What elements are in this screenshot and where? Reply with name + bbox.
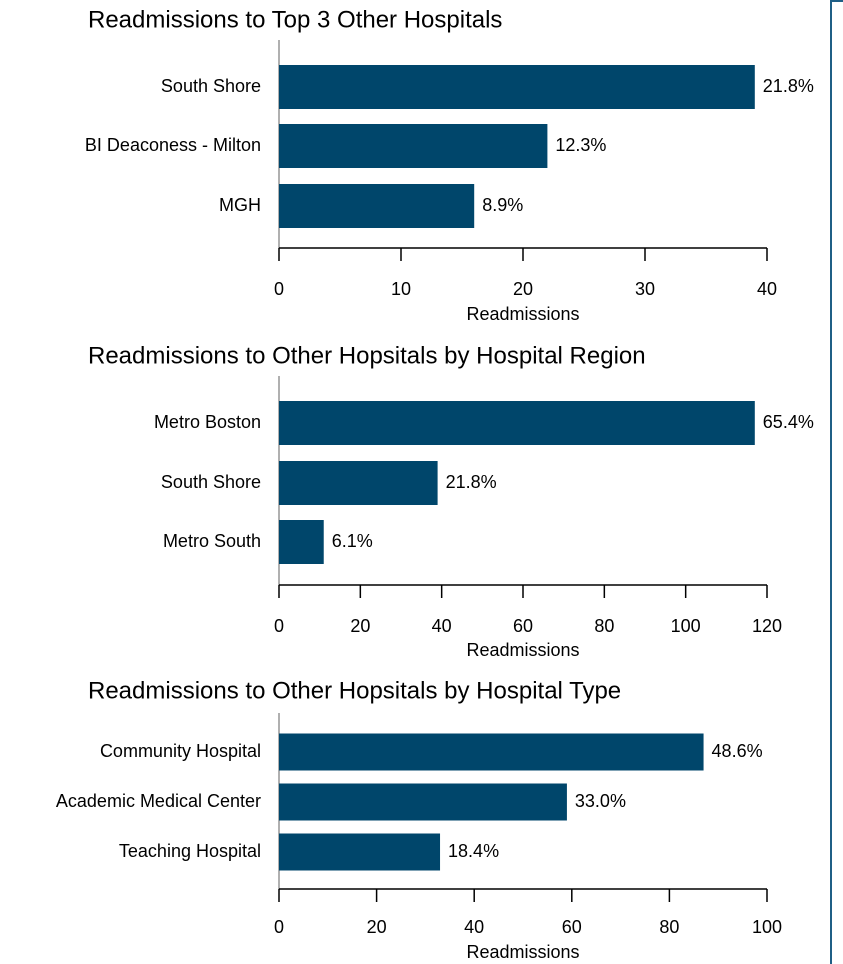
x-axis-label: Readmissions — [466, 942, 579, 962]
data-label: 21.8% — [763, 76, 814, 96]
x-tick-label: 0 — [274, 616, 284, 636]
x-tick-label: 20 — [513, 279, 533, 299]
x-tick-label: 10 — [391, 279, 411, 299]
data-label: 6.1% — [332, 531, 373, 551]
x-tick-label: 100 — [752, 917, 782, 937]
x-tick-label: 20 — [367, 917, 387, 937]
bar — [279, 65, 755, 109]
chart-title: Readmissions to Other Hopsitals by Hospi… — [88, 342, 646, 369]
data-label: 65.4% — [763, 412, 814, 432]
category-label: South Shore — [161, 76, 261, 96]
category-label: Academic Medical Center — [56, 791, 261, 811]
x-tick-label: 30 — [635, 279, 655, 299]
x-tick-label: 60 — [562, 917, 582, 937]
data-label: 21.8% — [446, 472, 497, 492]
x-tick-label: 120 — [752, 616, 782, 636]
bar — [279, 783, 567, 821]
x-tick-label: 80 — [594, 616, 614, 636]
category-label: South Shore — [161, 472, 261, 492]
x-tick-label: 60 — [513, 616, 533, 636]
x-tick-label: 40 — [757, 279, 777, 299]
bar — [279, 124, 548, 168]
x-axis-label: Readmissions — [466, 304, 579, 324]
x-tick-label: 0 — [274, 279, 284, 299]
bar — [279, 833, 441, 871]
data-label: 18.4% — [448, 841, 499, 861]
data-label: 8.9% — [482, 195, 523, 215]
x-tick-label: 100 — [671, 616, 701, 636]
category-label: Teaching Hospital — [119, 841, 261, 861]
data-label: 48.6% — [712, 741, 763, 761]
chart-title: Readmissions to Other Hopsitals by Hospi… — [88, 677, 621, 704]
x-tick-label: 20 — [350, 616, 370, 636]
chart-title: Readmissions to Top 3 Other Hospitals — [88, 6, 502, 33]
category-label: BI Deaconess - Milton — [85, 135, 261, 155]
data-label: 12.3% — [555, 135, 606, 155]
category-label: MGH — [219, 195, 261, 215]
bar — [279, 461, 438, 505]
bar — [279, 184, 475, 228]
bar — [279, 733, 704, 771]
bar — [279, 520, 324, 564]
x-tick-label: 40 — [464, 917, 484, 937]
x-tick-label: 0 — [274, 917, 284, 937]
x-axis-label: Readmissions — [466, 640, 579, 660]
x-tick-label: 80 — [659, 917, 679, 937]
data-label: 33.0% — [575, 791, 626, 811]
category-label: Metro Boston — [154, 412, 261, 432]
category-label: Metro South — [163, 531, 261, 551]
x-tick-label: 40 — [432, 616, 452, 636]
bar — [279, 401, 755, 445]
category-label: Community Hospital — [100, 741, 261, 761]
